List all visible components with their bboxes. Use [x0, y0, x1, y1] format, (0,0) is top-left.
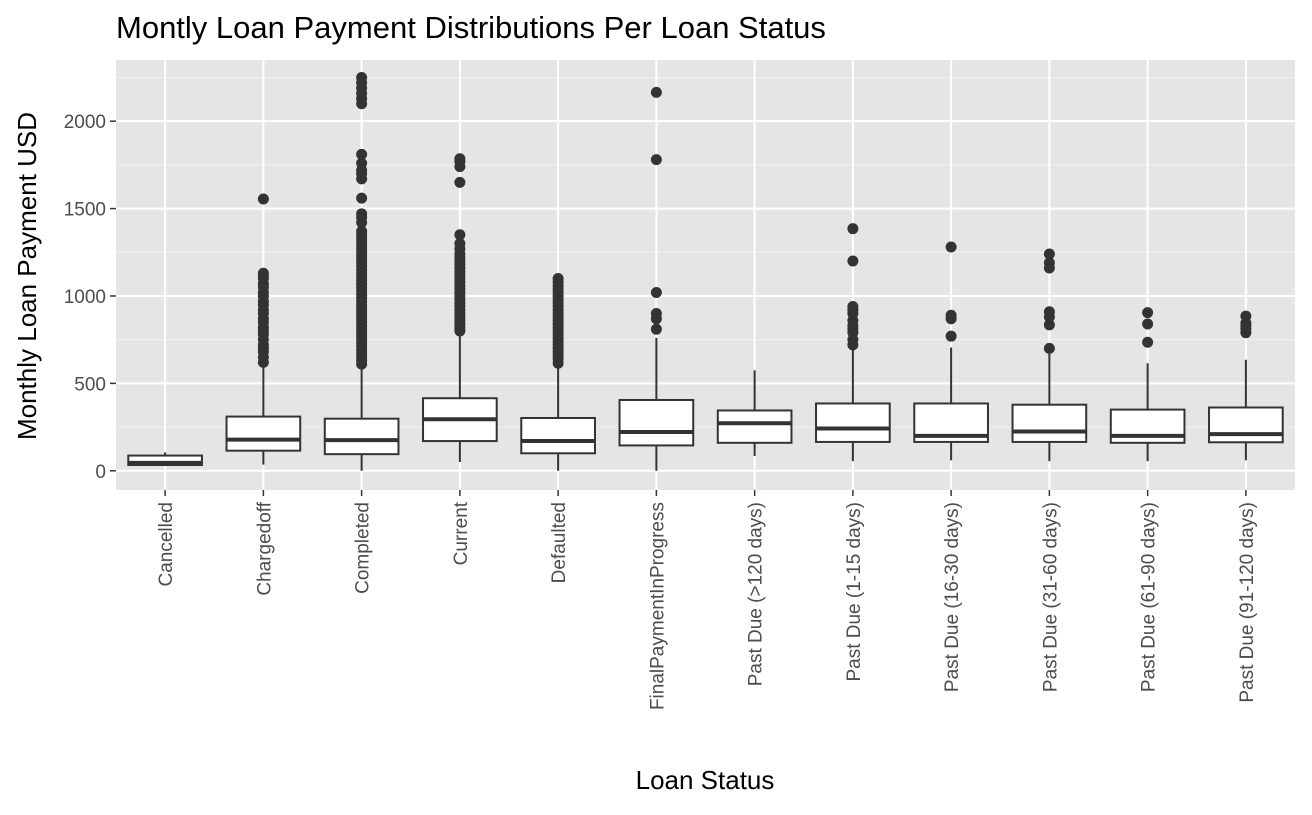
outlier-point: [650, 323, 662, 335]
box-iqr: [225, 415, 302, 452]
box-group: [127, 452, 203, 467]
box-group: [913, 241, 989, 461]
box-group: [618, 86, 695, 471]
box-group: [323, 71, 400, 471]
outlier-point: [552, 272, 564, 284]
box-group: [815, 223, 891, 462]
x-tick-label: Past Due (16-30 days): [942, 502, 963, 692]
outlier-point: [650, 86, 662, 98]
outlier-point: [1043, 319, 1055, 331]
outlier-point: [1142, 318, 1154, 330]
y-tick-label: 0: [95, 462, 106, 483]
y-tick-label: 500: [74, 374, 106, 395]
outlier-point: [257, 193, 269, 205]
box-iqr: [1208, 406, 1284, 444]
box-iqr: [1011, 403, 1088, 443]
outlier-point: [650, 307, 662, 319]
outlier-point: [356, 225, 368, 237]
outlier-point: [945, 241, 957, 253]
box-group: [716, 370, 793, 456]
outlier-point: [1043, 342, 1055, 354]
outlier-point: [1142, 307, 1154, 319]
y-tick-label: 1000: [64, 287, 106, 308]
panel-background: [116, 60, 1295, 490]
outlier-point: [257, 267, 269, 279]
x-tick-label: Cancelled: [156, 502, 177, 587]
outlier-point: [847, 300, 859, 312]
box-iqr: [815, 402, 891, 443]
x-tick-label: Past Due (91-120 days): [1237, 502, 1258, 703]
outlier-point: [847, 223, 859, 235]
box-group: [225, 193, 302, 465]
outlier-point: [454, 238, 466, 250]
x-tick-label: FinalPaymentInProgress: [647, 502, 668, 710]
box-iqr: [716, 409, 793, 444]
outlier-point: [356, 208, 368, 220]
box-group: [1011, 248, 1088, 462]
x-tick-label: Defaulted: [549, 502, 570, 583]
outlier-point: [356, 148, 368, 160]
outlier-point: [1043, 248, 1055, 260]
box-iqr: [323, 417, 400, 456]
box-group: [1208, 310, 1284, 461]
box-iqr: [618, 398, 695, 447]
outlier-point: [1043, 306, 1055, 318]
outlier-point: [356, 71, 368, 83]
x-tick-label: Past Due (1-15 days): [844, 502, 865, 682]
outlier-point: [945, 330, 957, 342]
x-tick-label: Past Due (61-90 days): [1139, 502, 1160, 692]
x-tick-label: Chargedoff: [254, 501, 275, 595]
box-group: [520, 272, 596, 471]
x-tick-label: Past Due (31-60 days): [1040, 502, 1061, 692]
outlier-point: [1240, 310, 1252, 322]
x-tick-label: Completed: [353, 502, 374, 594]
outlier-point: [1142, 336, 1154, 348]
box-iqr: [520, 416, 596, 455]
y-tick-label: 2000: [64, 112, 106, 133]
box-iqr: [127, 454, 203, 467]
y-axis-label: Monthly Loan Payment USD: [12, 112, 42, 440]
box-iqr: [1109, 408, 1186, 444]
box-group: [1109, 307, 1186, 462]
outlier-point: [454, 229, 466, 241]
outlier-point: [1043, 257, 1055, 269]
x-tick-label: Current: [451, 501, 472, 565]
x-axis-label: Loan Status: [636, 765, 775, 795]
outlier-point: [945, 309, 957, 321]
box-group: [422, 153, 498, 463]
outlier-point: [356, 157, 368, 169]
x-tick-label: Past Due (>120 days): [746, 502, 767, 686]
outlier-point: [356, 192, 368, 204]
outlier-point: [650, 286, 662, 298]
outlier-point: [454, 153, 466, 165]
outlier-point: [847, 255, 859, 267]
outlier-point: [650, 154, 662, 166]
outlier-point: [454, 176, 466, 188]
y-tick-label: 1500: [64, 200, 106, 221]
chart-title: Montly Loan Payment Distributions Per Lo…: [116, 10, 826, 45]
